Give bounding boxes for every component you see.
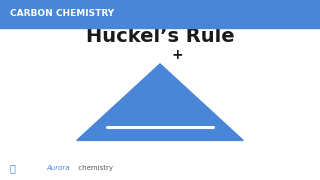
Text: chemistry: chemistry: [76, 165, 113, 171]
Text: +: +: [171, 48, 183, 62]
Text: CARBON CHEMISTRY: CARBON CHEMISTRY: [10, 9, 114, 18]
Text: 🧪: 🧪: [10, 163, 15, 173]
Text: Huckel’s Rule: Huckel’s Rule: [86, 26, 234, 46]
Text: Aurora: Aurora: [46, 165, 70, 171]
Bar: [0, 0, 320, 28]
Polygon shape: [77, 64, 243, 140]
